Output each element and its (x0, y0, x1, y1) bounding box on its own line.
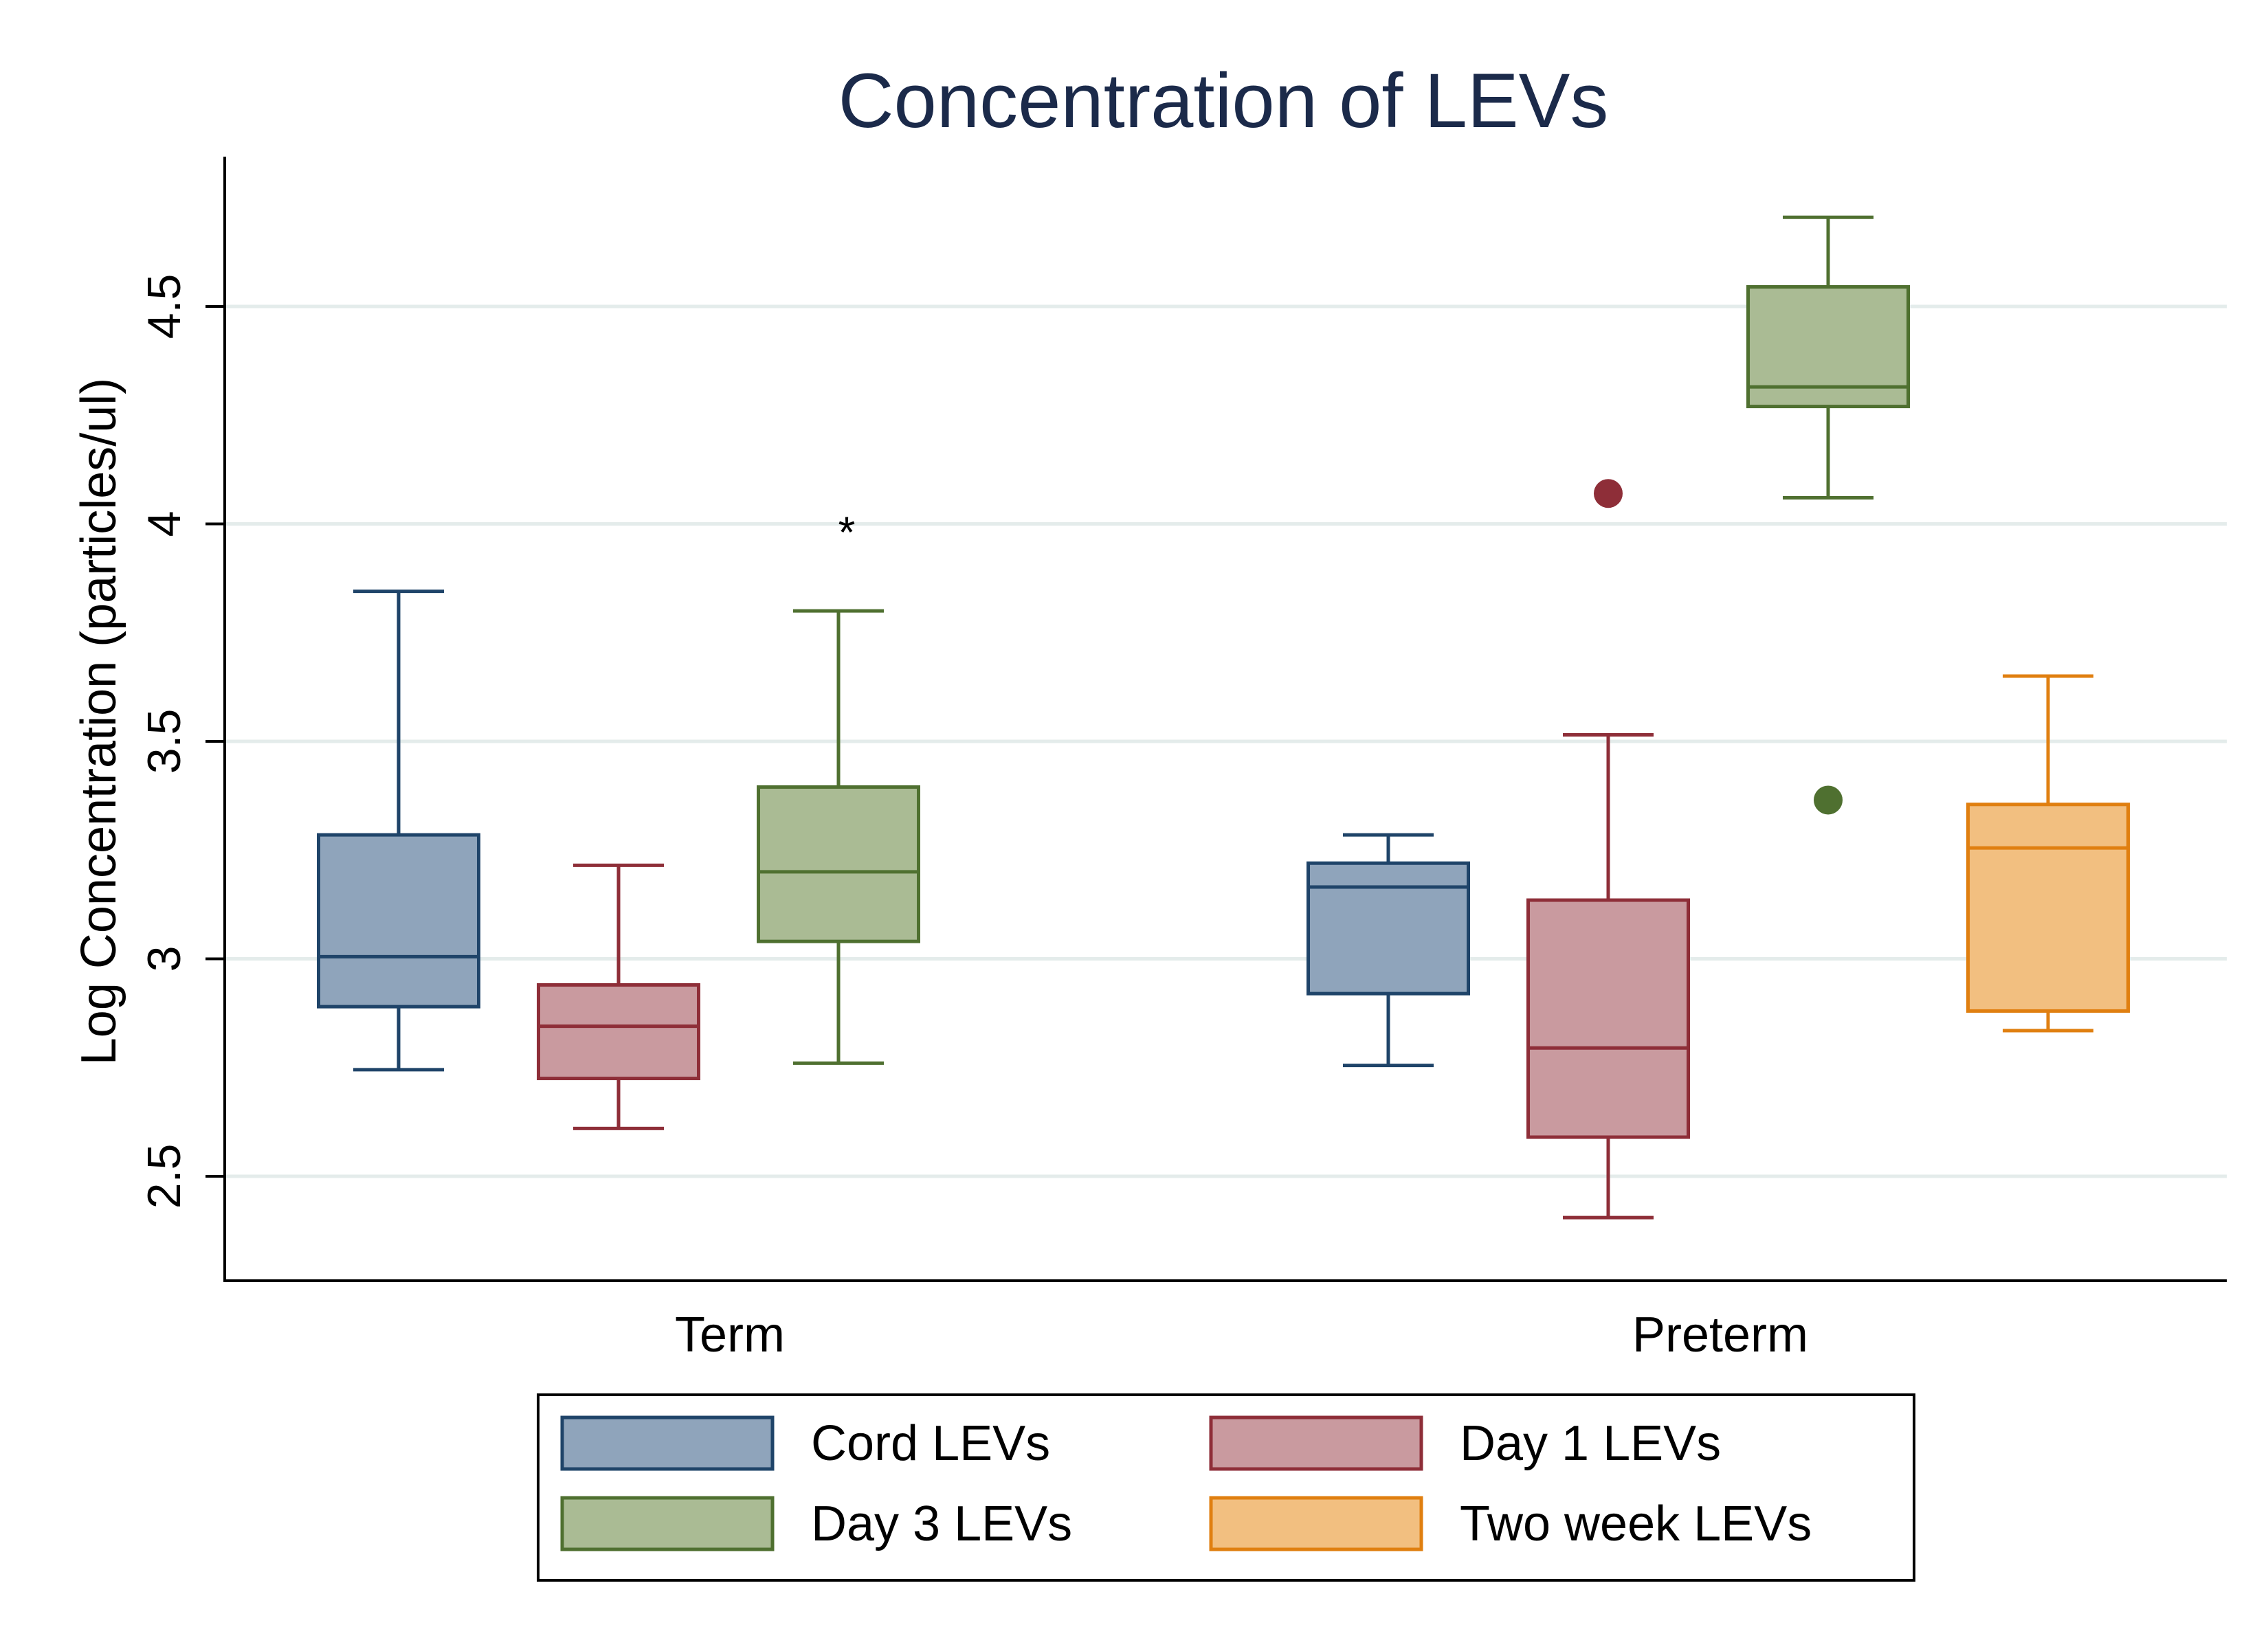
legend-item: Day 3 LEVs (560, 1496, 1072, 1551)
x-category-label: Term (675, 1308, 785, 1362)
series-day-1-levs (537, 479, 1690, 1220)
chart-title: Concentration of LEVs (838, 58, 1609, 144)
y-tick-label: 2.5 (138, 1144, 190, 1209)
series-day-3-levs (757, 215, 1910, 1065)
legend: Cord LEVs Day 1 LEVs Day 3 LEVs Two week LE… (537, 1393, 1915, 1582)
x-axis-categories: Term Preterm (675, 1308, 1808, 1362)
legend-label: Two week LEVs (1460, 1496, 1812, 1551)
legend-swatch (560, 1415, 775, 1471)
y-tick-label: 3.5 (138, 709, 190, 774)
box-iqr (1307, 861, 1470, 996)
legend-label: Cord LEVs (811, 1416, 1050, 1471)
box-iqr (1966, 803, 2130, 1013)
y-tick-label: 4.5 (138, 274, 190, 339)
box-iqr (537, 983, 700, 1081)
legend-label: Day 3 LEVs (811, 1496, 1072, 1551)
x-category-label: Preterm (1632, 1308, 1808, 1362)
legend-swatch (1209, 1415, 1423, 1471)
legend-item: Day 1 LEVs (1209, 1415, 1721, 1471)
legend-item: Cord LEVs (560, 1415, 1050, 1471)
box-plot-series: * (317, 215, 2130, 1220)
series-two-week-levs (1966, 674, 2130, 1033)
box-iqr (757, 785, 920, 943)
legend-item: Two week LEVs (1209, 1496, 1812, 1551)
legend-swatch (560, 1496, 775, 1551)
y-tick-label: 3 (138, 946, 190, 972)
series-cord-levs (317, 590, 1470, 1072)
outlier-point (1814, 785, 1843, 815)
y-tick-label: 4 (138, 511, 190, 537)
legend-swatch (1209, 1496, 1423, 1551)
legend-label: Day 1 LEVs (1460, 1416, 1721, 1471)
grid-lines (225, 304, 2227, 1178)
outlier-point (1594, 479, 1623, 508)
box-iqr (317, 833, 480, 1009)
box-iqr (1526, 898, 1690, 1139)
annotation-asterisk: * (838, 508, 856, 557)
y-axis-label: Log Concentration (particles/ul) (71, 378, 126, 1066)
y-axis-ticks: 2.5 3 3.5 4 4.5 (138, 274, 225, 1209)
